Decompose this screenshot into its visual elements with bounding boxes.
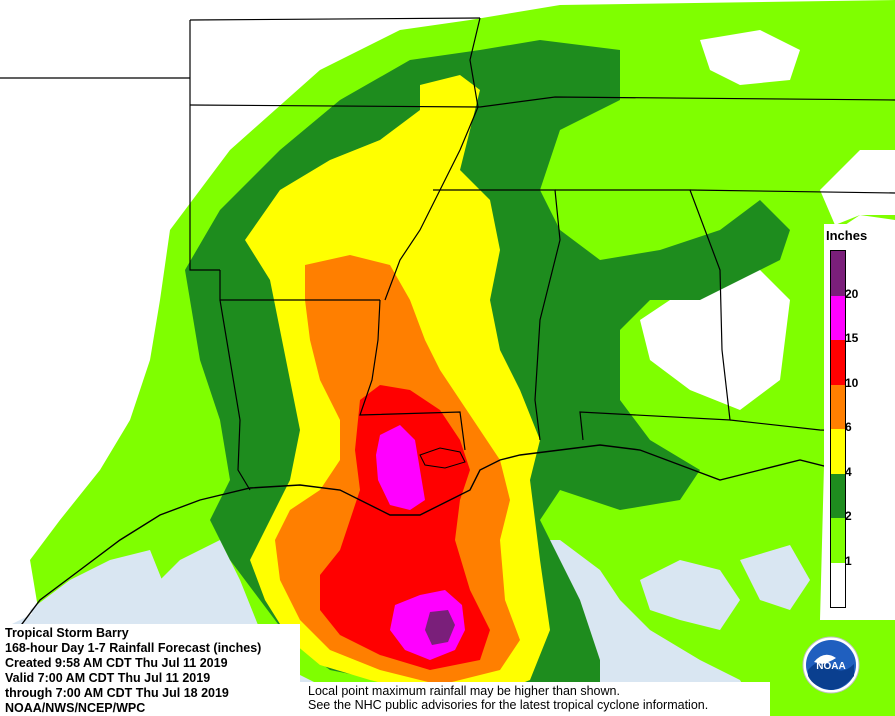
source-agency: NOAA/NWS/NCEP/WPC xyxy=(5,701,146,715)
legend-swatch xyxy=(831,473,845,518)
legend-swatch xyxy=(831,518,845,563)
storm-name: Tropical Storm Barry xyxy=(5,626,129,640)
legend-tick-label: 20 xyxy=(845,286,859,301)
legend-tick-label: 4 xyxy=(845,464,852,479)
legend-color-bar xyxy=(830,250,846,608)
ocean-cutout-east2 xyxy=(740,545,810,610)
through-time: through 7:00 AM CDT Thu Jul 18 2019 xyxy=(5,686,229,700)
valid-time: Valid 7:00 AM CDT Thu Jul 11 2019 xyxy=(5,671,211,685)
rainfall-legend: Inches 20 15 10 6 4 2 1 xyxy=(824,224,895,616)
product-title: 168-hour Day 1-7 Rainfall Forecast (inch… xyxy=(5,641,262,655)
legend-swatch xyxy=(831,429,845,474)
dry-land-north xyxy=(700,30,800,85)
legend-tick-label: 10 xyxy=(845,375,859,390)
note-line-2: See the NHC public advisories for the la… xyxy=(308,698,709,712)
note-line-1: Local point maximum rainfall may be high… xyxy=(308,684,620,698)
legend-tick-label: 6 xyxy=(845,420,852,434)
lake-pontchartrain xyxy=(419,447,466,469)
created-time: Created 9:58 AM CDT Thu Jul 11 2019 xyxy=(5,656,228,670)
legend-title: Inches xyxy=(826,228,868,243)
legend-swatch xyxy=(831,295,845,340)
noaa-logo-text: NOAA xyxy=(816,661,845,672)
legend-swatch xyxy=(831,562,845,607)
legend-tick-label: 2 xyxy=(845,509,852,523)
legend-swatch xyxy=(831,340,845,385)
dry-land-east xyxy=(820,150,895,225)
state-boundaries xyxy=(0,17,895,491)
legend-swatch xyxy=(831,384,845,429)
legend-swatch xyxy=(831,251,845,296)
coastline xyxy=(9,444,895,641)
disclaimer-notes: Local point maximum rainfall may be high… xyxy=(300,682,770,716)
legend-tick-label: 15 xyxy=(845,331,859,345)
forecast-info-box: Tropical Storm Barry 168-hour Day 1-7 Ra… xyxy=(0,624,300,716)
dry-land-alabama xyxy=(640,270,790,410)
rain-15-20in-north xyxy=(376,425,425,510)
rain-20plus-in xyxy=(425,610,455,645)
noaa-logo-icon: NOAA xyxy=(802,636,860,694)
legend-tick-label: 1 xyxy=(845,553,852,568)
ocean-cutout-east xyxy=(640,560,740,630)
